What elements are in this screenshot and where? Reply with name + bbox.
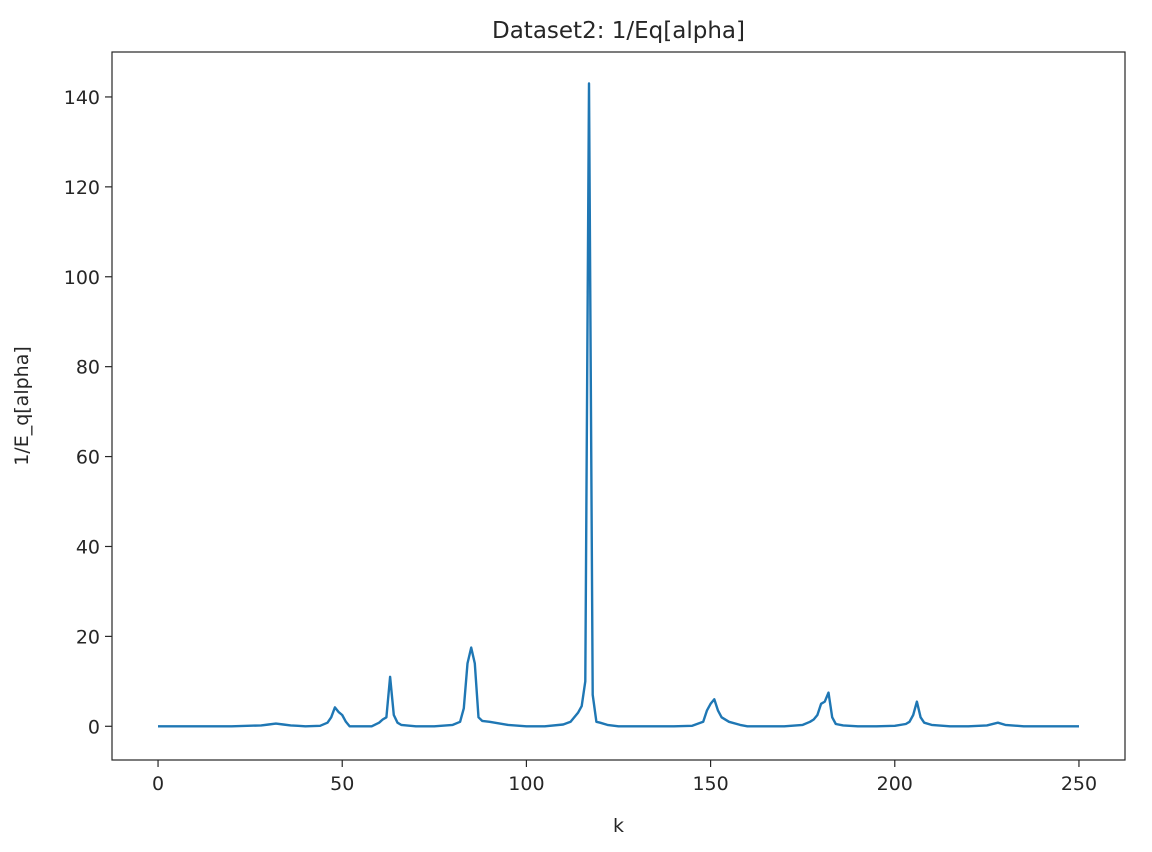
y-tick-label: 140 bbox=[64, 87, 100, 109]
x-tick-label: 100 bbox=[508, 773, 544, 795]
y-tick-label: 80 bbox=[76, 357, 100, 379]
chart-title: Dataset2: 1/Eq[alpha] bbox=[492, 18, 745, 44]
y-tick-label: 0 bbox=[88, 716, 100, 738]
x-tick-label: 250 bbox=[1061, 773, 1097, 795]
y-tick-label: 60 bbox=[76, 447, 100, 469]
y-axis-ticks: 0 20 40 60 80 100 120 140 bbox=[64, 87, 112, 738]
x-axis-ticks: 0 50 100 150 200 250 bbox=[152, 760, 1097, 795]
y-tick-label: 20 bbox=[76, 626, 100, 648]
y-tick-label: 40 bbox=[76, 536, 100, 558]
series-line-0 bbox=[158, 82, 1079, 728]
y-tick-label: 120 bbox=[64, 177, 100, 199]
plot-frame bbox=[111, 51, 1126, 761]
x-axis-label: k bbox=[613, 815, 624, 837]
x-tick-label: 50 bbox=[330, 773, 354, 795]
series-layer bbox=[158, 82, 1079, 728]
x-tick-label: 200 bbox=[877, 773, 913, 795]
y-axis-label: 1/E_q[alpha] bbox=[11, 346, 33, 466]
x-tick-label: 0 bbox=[152, 773, 164, 795]
x-tick-label: 150 bbox=[692, 773, 728, 795]
y-tick-label: 100 bbox=[64, 267, 100, 289]
